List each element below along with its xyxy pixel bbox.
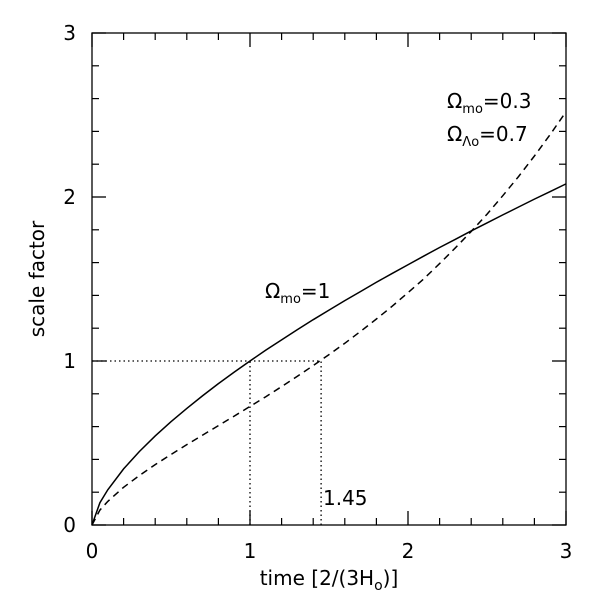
annotation: 1.45 [323, 486, 368, 510]
data-line [91, 183, 567, 526]
annotation-sub: mo [280, 292, 301, 307]
annotation: Ωmo=0.3 [447, 89, 532, 117]
x-label-sub: o [374, 578, 383, 594]
annotation-text: =1 [301, 279, 330, 303]
y-tick-label: 2 [63, 185, 76, 209]
x-tick-label: 0 [86, 539, 99, 563]
y-tick-label: 0 [63, 513, 76, 537]
annotation-symbol: Ω [447, 122, 462, 146]
y-axis-label: scale factor [25, 220, 49, 337]
annotation-text: =0.3 [483, 89, 532, 113]
x-axis-label: time [2/(3Ho)] [260, 566, 399, 594]
annotation-sub: Λo [462, 135, 479, 150]
annotation-text: 1.45 [323, 486, 368, 510]
annotation-text: =0.7 [479, 122, 528, 146]
x-tick-label: 3 [560, 539, 573, 563]
x-tick-label: 2 [402, 539, 415, 563]
annotation-sub: mo [462, 102, 483, 117]
annotation-symbol: Ω [265, 279, 280, 303]
plot-frame [91, 32, 567, 526]
annotation: ΩΛo=0.7 [447, 122, 528, 150]
y-tick-label: 3 [63, 21, 76, 45]
x-tick-label: 1 [244, 539, 257, 563]
x-label-end: )] [383, 566, 399, 590]
annotation-symbol: Ω [447, 89, 462, 113]
x-label-text: time [2/(3H [260, 566, 374, 590]
data-line [91, 111, 567, 526]
annotation: Ωmo=1 [265, 279, 330, 307]
y-tick-label: 1 [63, 349, 76, 373]
